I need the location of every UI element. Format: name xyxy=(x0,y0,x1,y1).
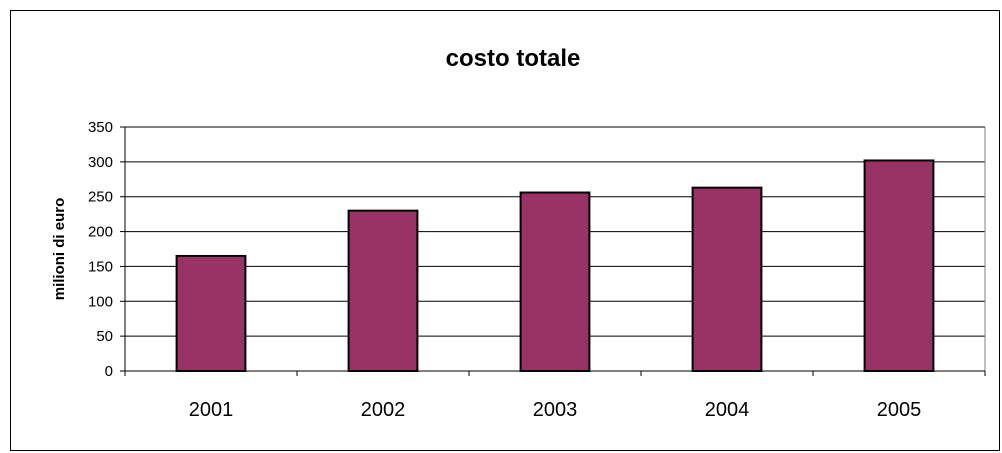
y-tick-label: 100 xyxy=(88,293,113,310)
x-tick-label: 2003 xyxy=(533,399,578,421)
bar-2004 xyxy=(691,186,763,372)
x-tick-label: 2001 xyxy=(189,399,234,421)
bars xyxy=(175,159,935,373)
y-axis-label: milioni di euro xyxy=(51,198,68,301)
axes xyxy=(120,126,986,376)
y-tick-labels: 0 50 100 150 200 250 300 350 xyxy=(88,119,113,380)
y-tick-label: 0 xyxy=(105,363,113,380)
y-tick-label: 150 xyxy=(88,258,113,275)
bar-2002 xyxy=(347,209,419,372)
y-tick-label: 50 xyxy=(96,328,113,345)
y-tick-label: 350 xyxy=(88,119,113,136)
chart-frame xyxy=(10,10,1000,451)
y-tick-label: 300 xyxy=(88,154,113,171)
y-tick-label: 200 xyxy=(88,224,113,241)
bar-2001 xyxy=(175,254,247,373)
x-tick-label: 2002 xyxy=(361,399,406,421)
chart-title: costo totale xyxy=(446,45,581,72)
x-tick-label: 2004 xyxy=(705,399,750,421)
x-tick-labels: 2001 2002 2003 2004 2005 xyxy=(189,399,922,421)
y-tick-label: 250 xyxy=(88,189,113,206)
x-tick-label: 2005 xyxy=(877,399,922,421)
bar-2005 xyxy=(863,159,935,372)
bar-2003 xyxy=(519,191,591,372)
